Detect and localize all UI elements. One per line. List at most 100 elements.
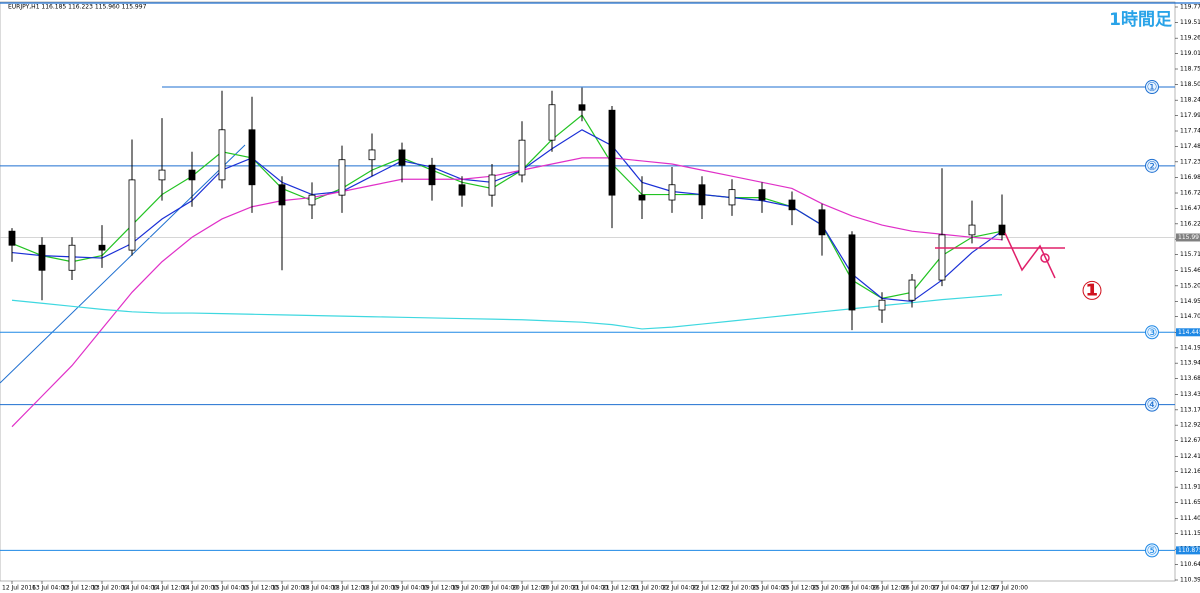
candle-body — [908, 279, 916, 301]
x-tick-label: 14 Jul 12:00 — [152, 585, 188, 592]
y-tick-label: 119.260 — [1180, 35, 1200, 42]
y-tick-label: 112.670 — [1180, 437, 1200, 444]
y-tick-label: 112.165 — [1180, 468, 1200, 475]
candle-body — [638, 194, 646, 201]
x-tick-label: 18 Jul 20:00 — [362, 585, 398, 592]
x-tick-label: 27 Jul 04:00 — [932, 585, 968, 592]
x-tick-label: 25 Jul 12:00 — [782, 585, 818, 592]
x-tick-label: 18 Jul 04:00 — [302, 585, 338, 592]
x-tick-label: 20 Jul 20:00 — [542, 585, 578, 592]
y-tick-label: 113.685 — [1180, 375, 1200, 382]
x-tick-label: 14 Jul 04:00 — [122, 585, 158, 592]
level-label: ③ — [1147, 325, 1158, 339]
x-tick-label: 21 Jul 04:00 — [572, 585, 608, 592]
moving-average — [11, 129, 1003, 303]
y-tick-label: 118.500 — [1180, 81, 1200, 88]
plot-frame — [0, 1, 1176, 582]
candle-body — [728, 189, 736, 206]
level-badge — [1145, 397, 1159, 412]
y-tick-label: 112.415 — [1180, 453, 1200, 460]
candle-body — [818, 209, 826, 236]
candle-body — [968, 224, 976, 236]
y-tick-label: 111.910 — [1180, 484, 1200, 491]
y-tick-label: 115.715 — [1180, 251, 1200, 258]
level-label: ④ — [1147, 398, 1158, 412]
annotation: ① — [1081, 277, 1103, 307]
y-tick-label: 113.175 — [1180, 406, 1200, 413]
moving-average — [11, 157, 1003, 428]
x-tick-label: 18 Jul 12:00 — [332, 585, 368, 592]
x-tick-label: 21 Jul 20:00 — [632, 585, 668, 592]
y-tick-label: 115.205 — [1180, 282, 1200, 289]
plot-layer: 119.770 119.515 119.260 119.010 118.755 118.5… — [0, 4, 1200, 592]
level-label: ① — [1147, 80, 1158, 94]
x-tick-label: 27 Jul 20:00 — [992, 585, 1028, 592]
x-tick-label: 26 Jul 04:00 — [842, 585, 878, 592]
candle-body — [608, 109, 616, 196]
y-tick-label: 116.980 — [1180, 174, 1200, 181]
y-tick-label: 119.770 — [1180, 4, 1200, 11]
candle-body — [218, 129, 226, 181]
x-tick-label: 15 Jul 12:00 — [242, 585, 278, 592]
level-label: ⑤ — [1147, 543, 1158, 557]
x-tick-label: 20 Jul 12:00 — [512, 585, 548, 592]
level-badge — [1145, 80, 1159, 95]
candle-body — [488, 174, 496, 196]
candle-body — [518, 139, 526, 176]
candle-body — [428, 164, 436, 186]
x-tick-label: 25 Jul 04:00 — [752, 585, 788, 592]
x-tick-label: 21 Jul 12:00 — [602, 585, 638, 592]
x-tick-label: 14 Jul 20:00 — [182, 585, 218, 592]
candle-body — [368, 149, 376, 161]
candle-body — [458, 184, 466, 196]
x-tick-label: 13 Jul 04:00 — [32, 585, 68, 592]
y-tick-label: 110.390 — [1180, 577, 1200, 584]
y-tick-label: 118.245 — [1180, 97, 1200, 104]
x-tick-label: 27 Jul 12:00 — [962, 585, 998, 592]
candle-body — [398, 149, 406, 166]
level-price-box — [1176, 546, 1200, 555]
x-tick-label: 19 Jul 04:00 — [392, 585, 428, 592]
moving-average — [11, 114, 1003, 300]
candle-body — [788, 199, 796, 211]
y-tick-label: 111.400 — [1180, 515, 1200, 522]
moving-average — [11, 294, 1003, 330]
y-tick-label: 114.950 — [1180, 298, 1200, 305]
candle-body — [128, 179, 136, 251]
candle-body — [68, 244, 76, 271]
candle-body — [878, 299, 886, 311]
level-badge — [1145, 543, 1159, 558]
y-tick-label: 113.430 — [1180, 391, 1200, 398]
y-tick-label: 118.755 — [1180, 66, 1200, 73]
x-tick-label: 26 Jul 12:00 — [872, 585, 908, 592]
candle-body — [668, 184, 676, 201]
candle-body — [758, 189, 766, 201]
candle-body — [8, 230, 16, 246]
candle-body — [38, 244, 46, 271]
symbol-info: EURJPY,H1 116.185 116.223 115.960 115.99… — [8, 4, 147, 11]
level-badge — [1145, 158, 1159, 173]
y-tick-label: 113.940 — [1180, 360, 1200, 367]
y-tick-label: 110.640 — [1180, 561, 1200, 568]
current-price-label: 115.997 — [1178, 234, 1200, 241]
candle-body — [698, 184, 706, 206]
x-tick-label: 25 Jul 20:00 — [812, 585, 848, 592]
x-tick-label: 19 Jul 12:00 — [422, 585, 458, 592]
y-tick-label: 119.010 — [1180, 50, 1200, 57]
trendline — [0, 144, 246, 384]
candle-body — [848, 234, 856, 311]
x-tick-label: 22 Jul 20:00 — [722, 585, 758, 592]
level-price-box — [1176, 328, 1200, 337]
current-price-box — [1176, 233, 1200, 242]
y-tick-label: 117.485 — [1180, 143, 1200, 150]
x-tick-label: 20 Jul 04:00 — [482, 585, 518, 592]
candle-body — [278, 184, 286, 206]
x-tick-label: 12 Jul 2016 — [2, 585, 36, 592]
candle-body — [578, 104, 586, 111]
y-tick-label: 114.190 — [1180, 344, 1200, 351]
x-tick-label: 13 Jul 20:00 — [92, 585, 128, 592]
candle-body — [308, 194, 316, 206]
x-tick-label: 13 Jul 12:00 — [62, 585, 98, 592]
x-tick-label: 15 Jul 20:00 — [272, 585, 308, 592]
